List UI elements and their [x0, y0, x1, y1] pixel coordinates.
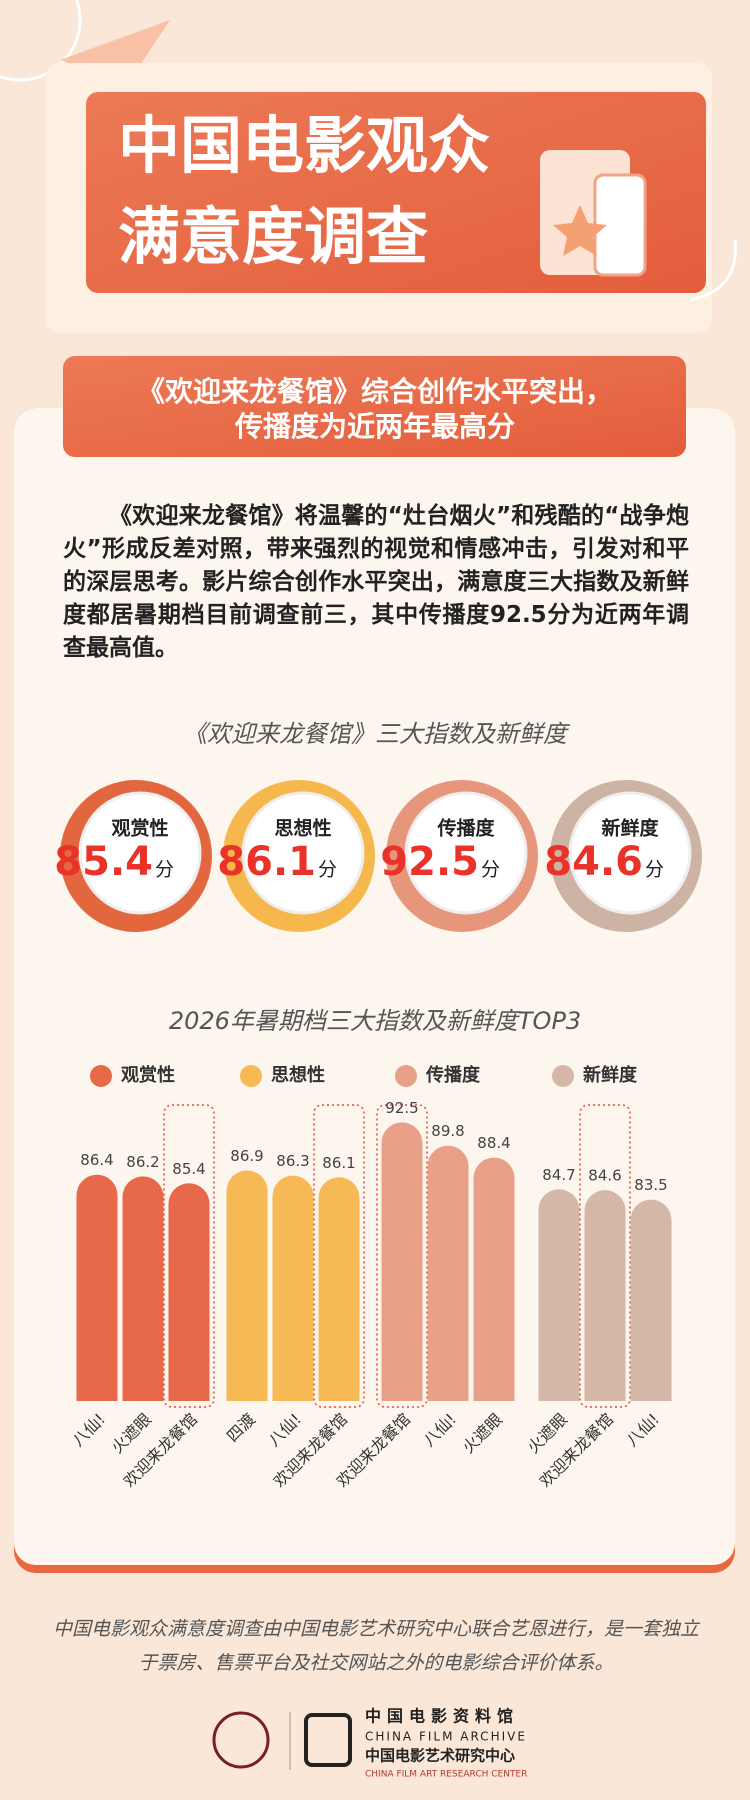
value-label: 84.7	[542, 1166, 575, 1184]
score-name: 传播度	[436, 817, 495, 840]
footer-note: 中国电影观众满意度调查由中国电影艺术研究中心联合艺恩进行，是一套独立于票房、售票…	[52, 1618, 699, 1674]
decor	[689, 239, 737, 302]
score-unit: 分	[645, 859, 664, 881]
bar	[473, 1157, 515, 1401]
score-value: 92.5	[380, 839, 479, 885]
value-label: 89.8	[431, 1122, 464, 1140]
org-name: CHINA FILM ART RESEARCH CENTER	[365, 1770, 527, 1780]
paper-plane	[60, 20, 170, 95]
score-unit: 分	[318, 859, 337, 881]
highlight-box	[313, 1104, 365, 1408]
score-inner	[404, 791, 528, 915]
score-value: 86.1	[217, 839, 316, 885]
bar	[168, 1183, 210, 1401]
star-icon	[553, 205, 607, 256]
subtitle-banner	[63, 356, 686, 457]
bar	[538, 1189, 580, 1401]
chart-title: 2026年暑期档三大指数及新鲜度TOP3	[169, 1007, 581, 1035]
bar	[272, 1175, 314, 1401]
score-name: 思想性	[274, 817, 331, 840]
org-name: CHINA FILM ARCHIVE	[365, 1730, 527, 1744]
bar	[226, 1170, 268, 1401]
value-label: 84.6	[588, 1167, 621, 1185]
decor	[0, 0, 82, 82]
legend-dot	[552, 1065, 574, 1087]
legend-dot	[240, 1065, 262, 1087]
score-inner	[568, 791, 692, 915]
body-text: 《欢迎来龙餐馆》将温馨的“灶台烟火”和残酷的“战争炮火”形成反差对照，带来强烈的…	[63, 503, 689, 661]
score-value: 84.6	[544, 839, 643, 885]
subtitle: 传播度为近两年最高分	[234, 410, 515, 443]
org-name: 中国电影资料馆	[365, 1707, 519, 1726]
value-label: 86.2	[126, 1153, 159, 1171]
org-name: 中国电影艺术研究中心	[365, 1747, 515, 1765]
legend-label: 新鲜度	[583, 1064, 638, 1086]
score-name: 观赏性	[111, 817, 168, 840]
legend-dot	[90, 1065, 112, 1087]
highlight-box	[376, 1104, 428, 1408]
score-inner	[78, 791, 202, 915]
bar	[630, 1199, 672, 1401]
bar	[381, 1122, 423, 1401]
value-label: 88.4	[477, 1134, 510, 1152]
legend-label: 观赏性	[121, 1064, 175, 1086]
scores-title: 《欢迎来龙餐馆》三大指数及新鲜度	[183, 720, 571, 748]
score-unit: 分	[481, 859, 500, 881]
legend-label: 传播度	[425, 1064, 481, 1086]
score-value: 85.4	[54, 839, 153, 885]
header-title: 中国电影观众	[118, 109, 490, 182]
score-inner	[241, 791, 365, 915]
legend-dot	[395, 1065, 417, 1087]
logo	[304, 1713, 352, 1767]
header-title: 满意度调查	[118, 200, 428, 273]
value-label: 83.5	[634, 1176, 667, 1194]
value-label: 86.4	[80, 1151, 113, 1169]
value-label: 86.9	[230, 1147, 263, 1165]
highlight-box	[163, 1104, 215, 1408]
value-label: 86.1	[322, 1154, 355, 1172]
score-name: 新鲜度	[601, 817, 659, 840]
logo	[212, 1711, 270, 1769]
legend-label: 思想性	[271, 1064, 325, 1086]
bar	[76, 1174, 118, 1401]
value-label: 92.5	[385, 1099, 418, 1117]
bar	[584, 1190, 626, 1401]
value-label: 86.3	[276, 1152, 309, 1170]
score-unit: 分	[155, 859, 174, 881]
subtitle: 《欢迎来龙餐馆》综合创作水平突出，	[137, 375, 613, 408]
bar	[427, 1145, 469, 1401]
value-label: 85.4	[172, 1160, 205, 1178]
bar	[122, 1176, 164, 1401]
highlight-box	[579, 1104, 631, 1408]
bar	[318, 1177, 360, 1401]
